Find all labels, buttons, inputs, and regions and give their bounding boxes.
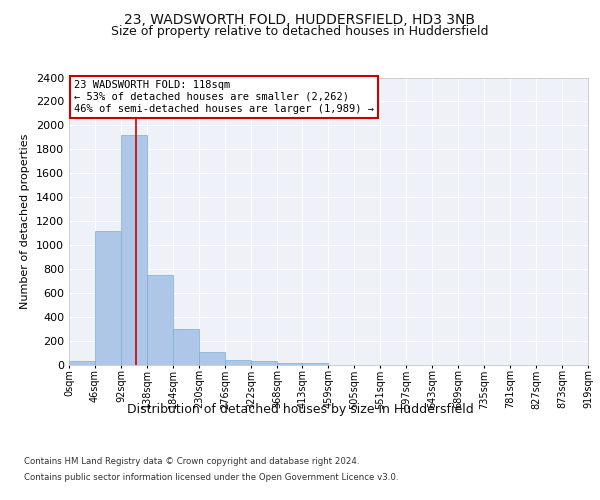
Bar bbox=[302, 363, 328, 365]
Bar bbox=[121, 135, 147, 365]
Bar bbox=[69, 362, 95, 365]
Text: Distribution of detached houses by size in Huddersfield: Distribution of detached houses by size … bbox=[127, 402, 473, 415]
Bar bbox=[173, 329, 199, 365]
Text: 23, WADSWORTH FOLD, HUDDERSFIELD, HD3 3NB: 23, WADSWORTH FOLD, HUDDERSFIELD, HD3 3N… bbox=[125, 12, 476, 26]
Text: Contains HM Land Registry data © Crown copyright and database right 2024.: Contains HM Land Registry data © Crown c… bbox=[24, 458, 359, 466]
Text: 23 WADSWORTH FOLD: 118sqm
← 53% of detached houses are smaller (2,262)
46% of se: 23 WADSWORTH FOLD: 118sqm ← 53% of detac… bbox=[74, 80, 374, 114]
Bar bbox=[95, 231, 121, 365]
Bar bbox=[199, 352, 225, 365]
Bar bbox=[277, 362, 302, 365]
Y-axis label: Number of detached properties: Number of detached properties bbox=[20, 134, 31, 309]
Text: Contains public sector information licensed under the Open Government Licence v3: Contains public sector information licen… bbox=[24, 472, 398, 482]
Bar bbox=[251, 362, 277, 365]
Text: Size of property relative to detached houses in Huddersfield: Size of property relative to detached ho… bbox=[111, 25, 489, 38]
Bar bbox=[225, 360, 251, 365]
Bar bbox=[147, 275, 173, 365]
